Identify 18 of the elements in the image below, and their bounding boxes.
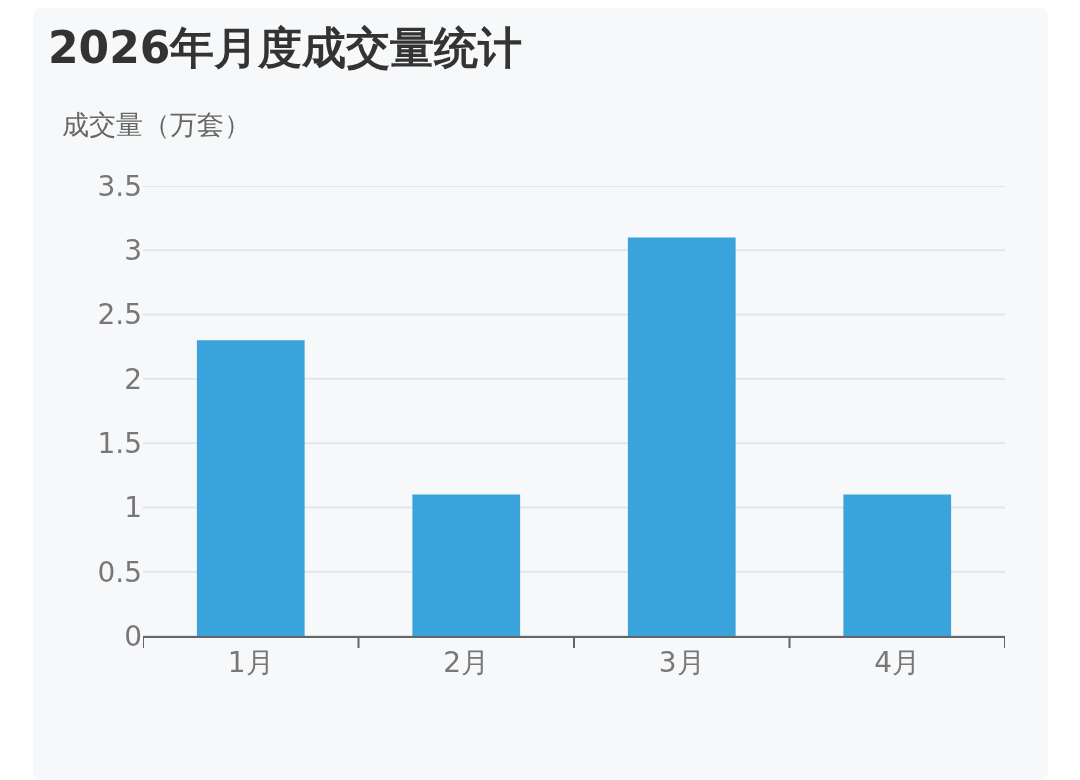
y-tick-label: 2 [124, 362, 142, 396]
bar [627, 237, 736, 636]
bar [196, 340, 305, 636]
x-tick-label: 3月 [658, 645, 705, 679]
x-tick-label: 2月 [443, 645, 490, 679]
y-tick-label: 0 [124, 619, 142, 653]
y-tick-label: 3.5 [97, 169, 142, 203]
y-axis-title: 成交量（万套） [62, 109, 251, 140]
y-tick-label: 1 [124, 491, 142, 525]
x-tick-label: 1月 [227, 645, 274, 679]
chart-title: 2026年月度成交量统计 [48, 22, 523, 74]
x-tick-label: 4月 [874, 645, 921, 679]
y-tick-label: 2.5 [97, 298, 142, 332]
y-tick-label: 0.5 [97, 555, 142, 589]
y-tick-label: 3 [124, 234, 142, 268]
bar [412, 494, 521, 636]
bar [843, 494, 952, 636]
y-tick-label: 1.5 [97, 426, 142, 460]
